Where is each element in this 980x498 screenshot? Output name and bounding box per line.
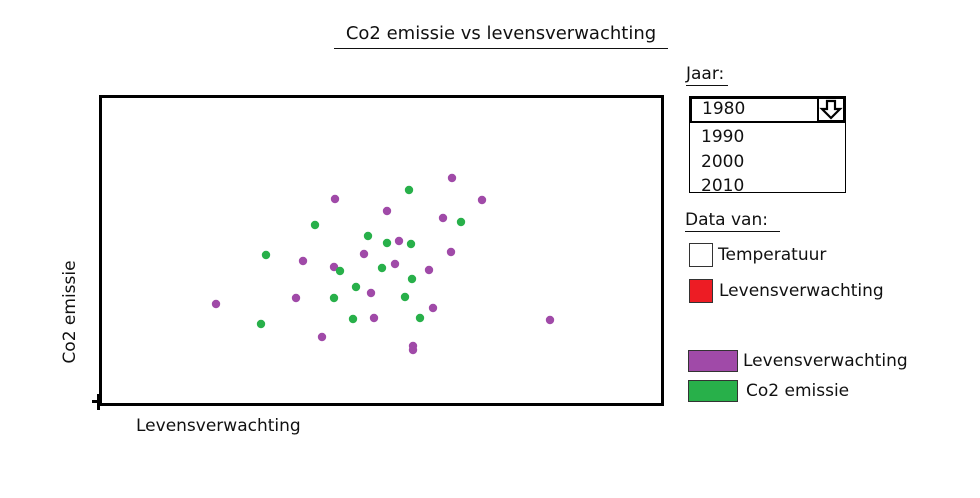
checkbox-levensverwachting-label: Levensverwachting <box>719 281 884 301</box>
scatter-point-levensverwachting-14 <box>424 265 434 275</box>
scatter-point-co2-emissie-13 <box>407 274 417 284</box>
checkbox-temperatuur[interactable] <box>689 243 713 267</box>
year-option-2010[interactable]: 2010 <box>701 176 745 196</box>
scatter-point-co2-emissie-0 <box>256 319 266 329</box>
scatter-point-levensverwachting-3 <box>317 332 327 342</box>
scatter-point-levensverwachting-0 <box>211 299 221 309</box>
year-selected-value[interactable]: 1980 <box>690 97 845 123</box>
axis-origin-tick <box>92 400 102 403</box>
year-label: Jaar: <box>686 63 729 86</box>
legend-swatch-levensverwachting <box>688 350 738 372</box>
scatter-point-levensverwachting-8 <box>369 313 379 323</box>
scatter-point-co2-emissie-5 <box>348 314 358 324</box>
scatter-point-co2-emissie-9 <box>382 238 392 248</box>
scatter-point-co2-emissie-15 <box>456 217 466 227</box>
scatter-point-co2-emissie-10 <box>400 292 410 302</box>
dropdown-button[interactable] <box>817 97 845 122</box>
scatter-point-levensverwachting-15 <box>428 303 438 313</box>
year-option-2000[interactable]: 2000 <box>701 152 745 172</box>
y-axis-label: Co2 emissie <box>60 260 80 364</box>
scatter-point-co2-emissie-12 <box>406 239 416 249</box>
arrow-down-icon <box>819 99 843 120</box>
data-source-label: Data van: <box>685 209 780 232</box>
scatter-point-levensverwachting-13 <box>408 345 418 355</box>
legend-label-levensverwachting: Levensverwachting <box>743 351 908 371</box>
scatter-point-levensverwachting-1 <box>291 293 301 303</box>
scatter-point-levensverwachting-20 <box>545 315 555 325</box>
scatter-point-co2-emissie-2 <box>310 220 320 230</box>
year-option-1990[interactable]: 1990 <box>701 127 745 147</box>
chart-title: Co2 emissie vs levensverwachting <box>334 22 668 49</box>
scatter-point-levensverwachting-17 <box>446 247 456 257</box>
scatter-point-levensverwachting-19 <box>477 195 487 205</box>
scatter-point-co2-emissie-7 <box>363 231 373 241</box>
scatter-point-levensverwachting-18 <box>447 173 457 183</box>
scatter-point-levensverwachting-11 <box>394 236 404 246</box>
scatter-point-levensverwachting-7 <box>366 288 376 298</box>
scatter-point-levensverwachting-9 <box>382 206 392 216</box>
scatter-point-levensverwachting-16 <box>438 213 448 223</box>
scatter-point-co2-emissie-6 <box>351 282 361 292</box>
scatter-point-levensverwachting-2 <box>298 256 308 266</box>
legend-swatch-co2-emissie <box>688 380 738 402</box>
scatter-point-co2-emissie-14 <box>415 313 425 323</box>
scatter-point-co2-emissie-1 <box>261 250 271 260</box>
scatter-point-levensverwachting-4 <box>330 194 340 204</box>
legend-label-co2-emissie: Co2 emissie <box>746 381 850 401</box>
scatter-point-co2-emissie-4 <box>335 266 345 276</box>
year-selected-text: 1980 <box>702 99 746 119</box>
checkbox-temperatuur-label: Temperatuur <box>718 245 827 265</box>
scatter-point-levensverwachting-5 <box>329 262 339 272</box>
checkbox-levensverwachting[interactable] <box>689 279 713 303</box>
scatter-point-levensverwachting-6 <box>359 249 369 259</box>
x-axis-label: Levensverwachting <box>136 416 301 436</box>
plot-area <box>99 95 664 406</box>
year-select[interactable]: 1980 1990 2000 2010 <box>689 96 846 196</box>
scatter-point-co2-emissie-3 <box>329 293 339 303</box>
scatter-point-levensverwachting-10 <box>390 259 400 269</box>
scatter-point-co2-emissie-8 <box>377 263 387 273</box>
scatter-point-co2-emissie-11 <box>404 185 414 195</box>
